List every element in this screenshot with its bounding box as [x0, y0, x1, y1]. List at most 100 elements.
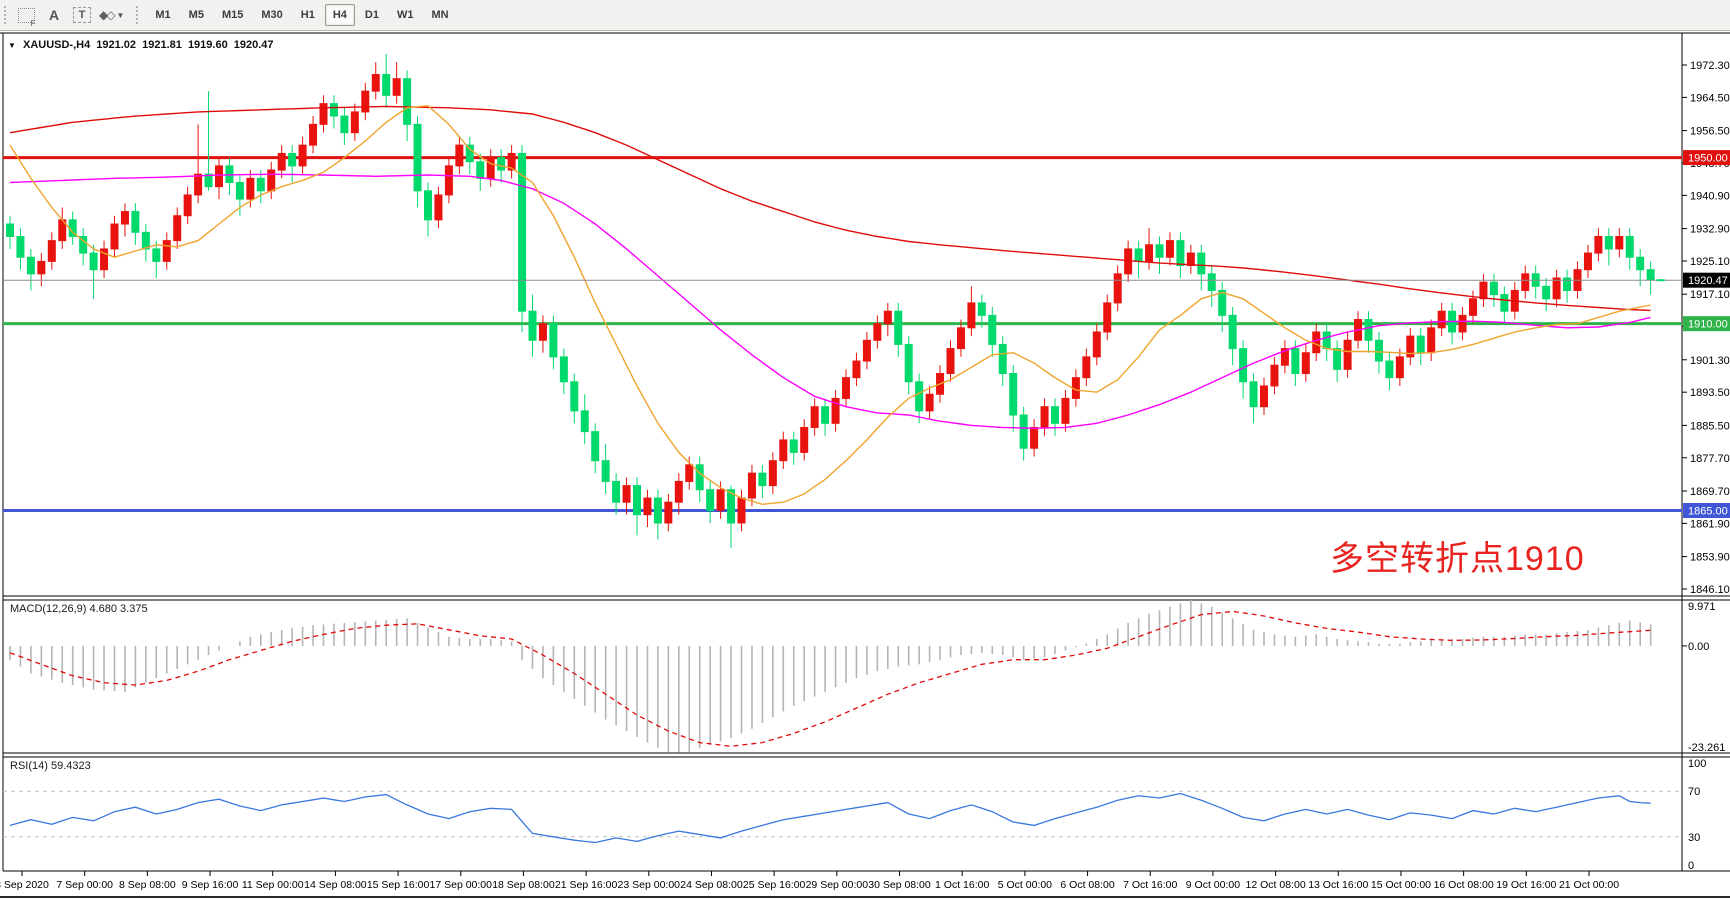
candle-body	[1469, 298, 1477, 316]
toolbar-grip[interactable]	[3, 5, 8, 25]
candle-body	[497, 157, 506, 171]
date-tick-label: 21 Oct 00:00	[1559, 879, 1619, 891]
candle-body	[382, 74, 391, 96]
price-tick-label: 1940.90	[1690, 190, 1730, 202]
candle-body	[1395, 356, 1404, 379]
toolbar-grip[interactable]	[135, 5, 141, 25]
candle-body	[1082, 356, 1091, 379]
macd-indicator-label: MACD(12,26,9) 4.680 3.375	[10, 603, 148, 615]
candle-body	[695, 464, 704, 491]
price-tick-label: 1964.50	[1690, 92, 1730, 104]
symbol-ohlc-readout: ▼ XAUUSD-,H4 1921.02 1921.81 1919.60 192…	[8, 39, 277, 51]
candle-body	[162, 240, 171, 262]
date-tick-label: 15 Sep 16:00	[367, 879, 430, 891]
candle-body	[1239, 348, 1248, 383]
candle-body	[977, 302, 986, 316]
candle-body	[37, 260, 46, 275]
ma-mid-magenta-line	[9, 173, 1651, 430]
price-tick-label: 1956.50	[1690, 126, 1730, 138]
svg-text:1865.00: 1865.00	[1688, 506, 1728, 518]
candle-body	[215, 165, 223, 188]
timeframe-button-h1[interactable]: H1	[300, 9, 315, 21]
candle-body	[1479, 281, 1488, 300]
candle-body	[444, 165, 453, 196]
candle-body	[1333, 348, 1342, 370]
rsi-pane: 100 70 30 0	[3, 758, 1706, 872]
candle-body	[392, 78, 401, 96]
candle-body	[1176, 240, 1185, 267]
timeframe-button-m5[interactable]: M5	[188, 9, 204, 21]
candle-body	[1145, 244, 1154, 262]
candle-body	[424, 190, 432, 221]
candle-body	[800, 426, 809, 453]
shapes-tool-button[interactable]: ◆◇ ▼	[98, 3, 125, 27]
candle-body	[1489, 281, 1498, 296]
candle-body	[612, 480, 621, 503]
candle-body	[1500, 294, 1509, 312]
candle-body	[1437, 310, 1446, 329]
candle-body	[779, 439, 788, 462]
timeframe-button-m30[interactable]: M30	[261, 9, 283, 21]
candle-body	[413, 123, 422, 192]
candle-body	[1563, 277, 1572, 291]
pattern-grid-tool-button[interactable]	[14, 3, 38, 28]
svg-text:1910.00: 1910.00	[1688, 319, 1728, 331]
ohlc-low: 1919.60	[187, 39, 228, 51]
candle-body	[476, 161, 485, 179]
ohlc-close: 1920.47	[233, 39, 274, 51]
date-tick-label: 9 Sep 16:00	[182, 879, 239, 891]
candle-body	[1051, 406, 1059, 424]
candle-body	[518, 152, 527, 312]
candle-body	[120, 211, 129, 225]
timeframe-button-m15[interactable]: M15	[221, 9, 244, 21]
price-tick-label: 1885.50	[1690, 420, 1730, 432]
candle-body	[988, 314, 997, 345]
candle-body	[1406, 335, 1415, 358]
date-tick-label: 16 Oct 08:00	[1434, 879, 1494, 891]
candle-body	[716, 489, 725, 512]
timeframe-button-mn[interactable]: MN	[431, 9, 449, 21]
candle-body	[633, 485, 641, 516]
price-tick-label: 1846.10	[1690, 584, 1730, 596]
text-box-tool-button[interactable]: T	[70, 3, 94, 27]
chart-dropdown-arrow-icon: ▼	[8, 41, 16, 50]
toolbar: A T ◆◇ ▼ M1 M5 M15 M30 H1 H4 D1 W1 MN	[0, 0, 1730, 31]
price-tick-label: 1869.70	[1690, 486, 1730, 498]
candle-body	[894, 310, 903, 345]
date-tick-label: 19 Oct 16:00	[1496, 879, 1556, 891]
candle-body	[16, 235, 25, 258]
symbol-name: XAUUSD-,H4	[22, 39, 91, 51]
timeframe-button-d1[interactable]: D1	[364, 9, 379, 21]
candle-body	[100, 248, 109, 271]
timeframe-button-h4[interactable]: H4	[324, 4, 355, 26]
candle-body	[1374, 339, 1383, 362]
macd-scale-zero: 0.00	[1688, 641, 1709, 653]
candle-body	[1228, 314, 1237, 350]
candle-body	[873, 323, 882, 341]
price-tick-label: 1925.10	[1690, 256, 1730, 268]
candle-body	[1260, 385, 1268, 408]
date-tick-label: 7 Oct 16:00	[1123, 879, 1177, 891]
window-bottom-edge	[0, 896, 1730, 898]
candle-body	[1343, 339, 1352, 370]
candle-body	[1364, 319, 1373, 341]
candle-body	[758, 472, 767, 487]
timeframe-button-w1[interactable]: W1	[396, 9, 414, 21]
candle-body	[1113, 273, 1122, 304]
rsi-scale-label: 0	[1688, 860, 1694, 872]
candle-body	[1197, 252, 1206, 275]
candle-body	[26, 256, 35, 275]
candle-body	[1542, 285, 1551, 300]
timeframe-button-m1[interactable]: M1	[155, 9, 171, 21]
text-label-tool-button[interactable]: A	[42, 3, 66, 27]
price-tick-label: 1917.10	[1690, 289, 1730, 301]
date-axis[interactable]: 3 Sep 2020 7 Sep 00:00 8 Sep 08:00 9 Sep 16…	[0, 871, 1619, 891]
date-tick-label: 25 Sep 16:00	[743, 879, 806, 891]
candle-body	[925, 393, 934, 412]
ma-fast-orange-line	[9, 104, 1651, 506]
candle-body	[664, 501, 673, 524]
level-price-tag: 1910.00	[1683, 316, 1730, 332]
ohlc-high: 1921.81	[142, 39, 182, 51]
